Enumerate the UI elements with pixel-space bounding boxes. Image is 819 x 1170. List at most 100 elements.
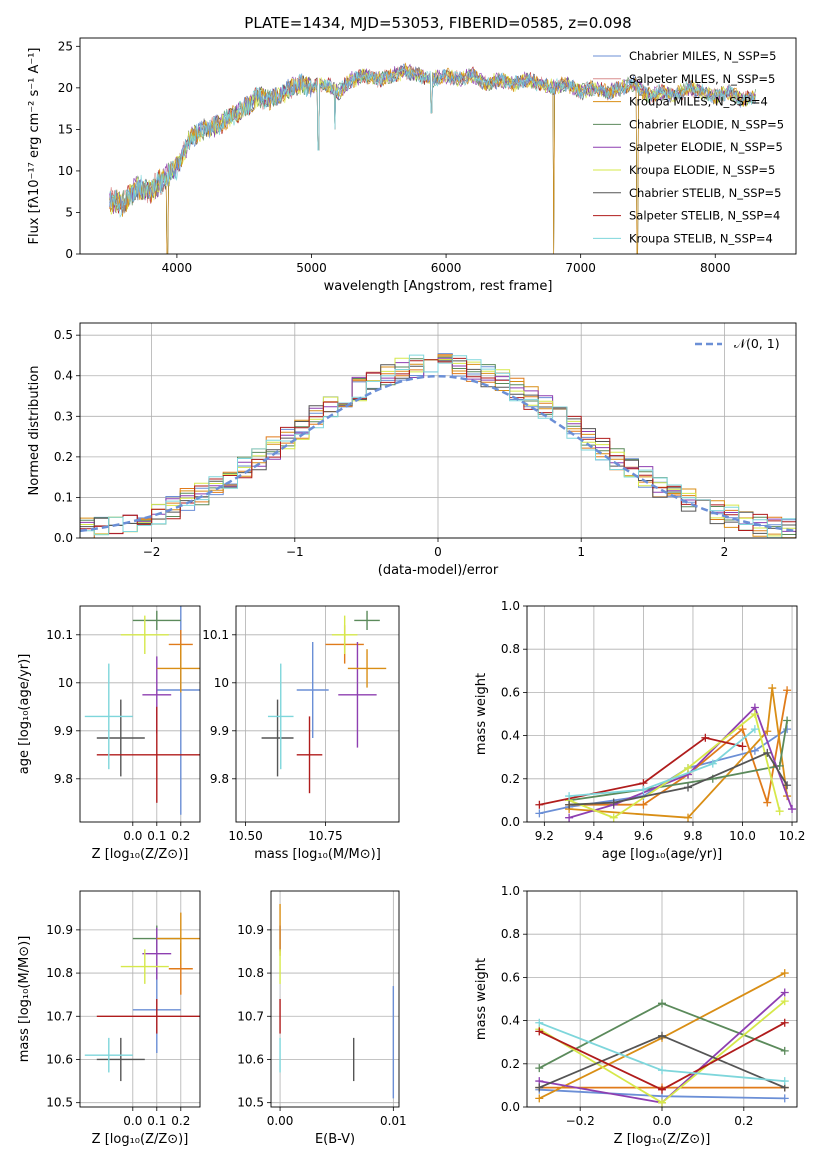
- y-axis-label: mass [log₁₀(M/M⊙)]: [17, 936, 32, 1063]
- axes-frame: [79, 605, 201, 823]
- legend-label: Salpeter MILES, N_SSP=5: [629, 72, 775, 86]
- y-tick-label: 10: [58, 164, 73, 178]
- weight-series-line: [569, 728, 756, 797]
- x-axis-label: Z [log₁₀(Z/Z⊙)]: [92, 847, 189, 862]
- panel-spectrum: 4000 5000 6000 7000 8000 0 5 10 15 20 25 wavelength…: [27, 37, 797, 294]
- y-axis-label: mass weight: [474, 673, 489, 755]
- legend-label: Chabrier ELODIE, N_SSP=5: [629, 117, 784, 131]
- weight-point-marker: [763, 727, 772, 736]
- weight-point-marker: [775, 807, 784, 816]
- x-axis-label: age [log₁₀(age/yr)]: [602, 847, 723, 862]
- weight-point-marker: [750, 746, 759, 755]
- y-tick-label: 0.0: [54, 531, 73, 545]
- panel-age_vs_mass: 10.50 10.75 9.8 9.9 10 10.1 mass [log₁₀(M/M⊙)]: [202, 605, 400, 862]
- weight-point-marker: [783, 725, 792, 734]
- y-tick-label: 20: [58, 81, 73, 95]
- axes-frame: [526, 605, 798, 823]
- weight-point-marker: [535, 1018, 544, 1027]
- weight-point-marker: [639, 785, 648, 794]
- weight-point-marker: [639, 800, 648, 809]
- histogram-series: [80, 354, 796, 538]
- x-axis-label: Z [log₁₀(Z/Z⊙)]: [614, 1132, 711, 1147]
- x-tick-label: 0.2: [734, 1114, 753, 1128]
- y-tick-label: 0.0: [501, 815, 520, 829]
- x-axis-label: mass [log₁₀(M/M⊙)]: [254, 847, 381, 862]
- axes-frame: [79, 322, 797, 539]
- panel-residuals: −2 −1 0 1 2 0.0 0.1 0.2 0.3 0.4 0.5 (data-model)/er…: [27, 322, 797, 578]
- weight-series-line: [569, 690, 788, 806]
- errorbar-point: [261, 699, 294, 777]
- errorbar-point: [96, 1037, 145, 1082]
- y-axis-label: Normed distribution: [27, 366, 42, 496]
- weight-point-marker: [658, 1066, 666, 1075]
- y-tick-label: 0.2: [501, 1057, 520, 1071]
- axes-frame: [235, 605, 400, 823]
- x-tick-label: 8000: [700, 261, 731, 275]
- x-tick-label: 0.0: [652, 1114, 671, 1128]
- weight-point-marker: [763, 748, 772, 757]
- errorbar-point: [296, 716, 323, 794]
- y-tick-label: 9.8: [210, 772, 229, 786]
- errorbar-point: [120, 949, 169, 984]
- weight-point-marker: [780, 997, 789, 1006]
- weight-point-marker: [535, 1094, 544, 1103]
- y-tick-label: 0.3: [54, 409, 73, 423]
- x-tick-label: 0.0: [123, 1114, 142, 1128]
- y-tick-label: 10.8: [237, 966, 264, 980]
- y-tick-label: 0.2: [501, 772, 520, 786]
- x-tick-label: 0.2: [171, 1114, 190, 1128]
- panel-weight_vs_age: 9.2 9.4 9.6 9.8 10.0 10.2 0.0 0.2 0.4 0.6 0.8 1.0 ag…: [474, 599, 805, 862]
- normal-curve: [79, 374, 797, 533]
- panel-age_vs_Z: 0.0 0.1 0.2 9.8 9.9 10 10.1 Z [log₁₀(Z/Z⊙)] age …: [17, 605, 201, 862]
- errorbar-point: [331, 615, 358, 654]
- errorbar-point: [267, 663, 294, 770]
- weight-point-marker: [609, 813, 618, 822]
- spectrum-line: [109, 67, 756, 218]
- weight-point-marker: [535, 1083, 544, 1092]
- y-tick-label: 25: [58, 39, 73, 53]
- weight-point-marker: [609, 798, 618, 807]
- y-tick-label: 10.1: [46, 628, 73, 642]
- legend-label: Chabrier STELIB, N_SSP=5: [629, 186, 781, 200]
- y-tick-label: 5: [65, 205, 73, 219]
- x-tick-label: 10.75: [308, 829, 342, 843]
- weight-point-marker: [535, 1064, 544, 1073]
- spectrum-line: [109, 63, 756, 215]
- weight-point-marker: [780, 1018, 789, 1027]
- x-tick-label: −0.2: [566, 1114, 595, 1128]
- errorbar-point: [84, 663, 133, 770]
- weight-point-marker: [658, 1098, 666, 1107]
- weight-point-marker: [535, 800, 544, 809]
- errorbar-point: [132, 610, 181, 630]
- x-tick-label: 7000: [565, 261, 596, 275]
- y-tick-label: 10.6: [46, 1052, 73, 1066]
- weight-point-marker: [684, 813, 693, 822]
- x-axis-label: Z [log₁₀(Z/Z⊙)]: [92, 1132, 189, 1147]
- weight-point-marker: [780, 969, 789, 978]
- errorbar-point: [142, 927, 172, 980]
- weight-point-marker: [783, 686, 792, 695]
- weight-point-marker: [535, 809, 544, 818]
- y-tick-label: 0.4: [501, 1014, 520, 1028]
- y-axis-label: Flux [fλ10⁻¹⁷ erg cm⁻² s⁻¹ A⁻¹]: [27, 48, 42, 245]
- weight-point-marker: [750, 725, 759, 734]
- legend-label: Salpeter STELIB, N_SSP=4: [629, 209, 780, 223]
- y-axis-label: mass weight: [474, 958, 489, 1040]
- legend-label: 𝒩(0, 1): [734, 336, 780, 351]
- x-tick-label: 10.2: [779, 829, 806, 843]
- x-tick-label: 9.2: [535, 829, 554, 843]
- y-tick-label: 9.9: [54, 724, 73, 738]
- weight-point-marker: [738, 742, 747, 751]
- x-tick-label: 2: [721, 545, 729, 559]
- x-tick-label: 9.4: [584, 829, 603, 843]
- errorbar-point: [347, 649, 387, 688]
- axes-frame: [270, 890, 400, 1108]
- legend-label: Salpeter ELODIE, N_SSP=5: [629, 140, 783, 154]
- x-axis-label: (data-model)/error: [378, 563, 499, 578]
- y-tick-label: 10.5: [237, 1096, 264, 1110]
- weight-point-marker: [783, 781, 792, 790]
- weight-point-marker: [780, 1094, 789, 1103]
- x-tick-label: −2: [143, 545, 161, 559]
- panel-mass_vs_ebv: 0.00 0.01 10.5 10.6 10.7 10.8 10.9 E(B-V): [237, 890, 407, 1147]
